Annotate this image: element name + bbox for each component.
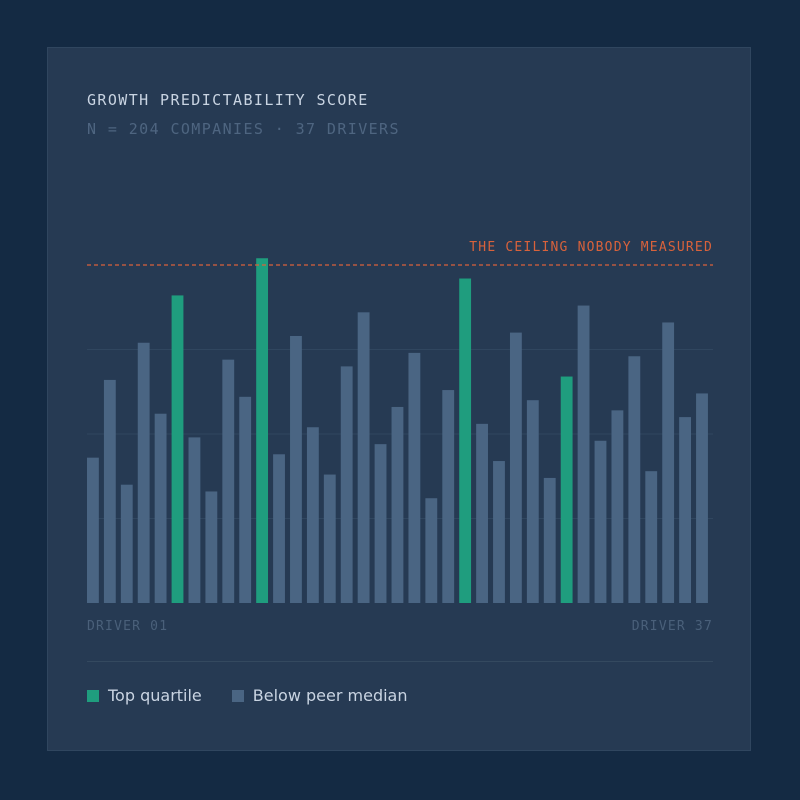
bar-below-median [120, 484, 133, 603]
legend-item-below: Below peer median [231, 686, 408, 705]
bar-below-median [273, 454, 285, 603]
bar-below-median [543, 477, 556, 603]
bars [87, 258, 708, 603]
legend-swatch-below [231, 689, 244, 702]
bar-below-median [374, 444, 387, 603]
bar-below-median [222, 359, 235, 603]
legend: Top quartile Below peer median [87, 686, 438, 705]
bar-below-median [526, 400, 539, 603]
bar-below-median [188, 437, 201, 603]
bar-below-median [306, 427, 319, 603]
bar-below-median [679, 417, 691, 603]
bar-below-median [205, 491, 218, 603]
x-axis-last-label: DRIVER 37 [631, 619, 713, 634]
bar-top-quartile [171, 295, 184, 603]
bar-below-median [357, 312, 370, 603]
bar-below-median [103, 379, 116, 603]
bar-below-median [87, 457, 99, 603]
legend-item-top: Top quartile [87, 686, 202, 705]
bar-top-quartile [256, 258, 269, 603]
bar-below-median [239, 396, 252, 603]
bar-below-median [137, 342, 150, 603]
legend-divider [87, 661, 713, 662]
bar-top-quartile [560, 376, 573, 603]
bar-below-median [611, 410, 624, 603]
bar-below-median [645, 471, 658, 603]
legend-swatch-top [87, 689, 99, 702]
bar-below-median [408, 352, 421, 603]
legend-label-below: Below peer median [252, 686, 408, 705]
bar-below-median [340, 366, 353, 603]
bar-below-median [628, 356, 641, 603]
bar-below-median [696, 393, 708, 603]
bar-below-median [442, 390, 455, 603]
bar-below-median [154, 413, 167, 603]
ceiling-label: THE CEILING NOBODY MEASURED [469, 240, 713, 255]
bar-below-median [391, 406, 404, 603]
bar-below-median [577, 305, 590, 603]
chart-title: GROWTH PREDICTABILITY SCORE [87, 91, 369, 109]
bar-below-median [323, 474, 336, 603]
bar-below-median [594, 440, 607, 603]
bar-below-median [493, 461, 505, 603]
bar-below-median [290, 335, 302, 603]
chart-subtitle: N = 204 COMPANIES · 37 DRIVERS [87, 120, 400, 138]
bar-top-quartile [459, 278, 472, 603]
bar-below-median [425, 498, 438, 603]
x-axis-first-label: DRIVER 01 [87, 619, 169, 634]
legend-label-top: Top quartile [108, 686, 202, 705]
bar-below-median [476, 423, 488, 603]
bar-below-median [509, 332, 522, 603]
bar-below-median [662, 322, 675, 603]
